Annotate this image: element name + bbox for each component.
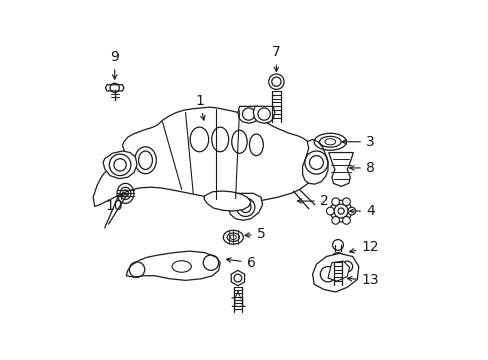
Text: 5: 5 — [244, 227, 265, 241]
Polygon shape — [231, 270, 244, 286]
Polygon shape — [203, 191, 250, 211]
Polygon shape — [312, 253, 358, 292]
Circle shape — [326, 207, 333, 215]
Polygon shape — [126, 251, 220, 280]
Text: 6: 6 — [226, 256, 255, 270]
Text: 4: 4 — [349, 204, 374, 218]
Polygon shape — [238, 106, 259, 123]
Polygon shape — [93, 107, 319, 206]
Text: 8: 8 — [349, 161, 374, 175]
Text: 9: 9 — [110, 50, 119, 79]
Polygon shape — [103, 151, 137, 179]
Polygon shape — [327, 261, 349, 281]
Text: 10: 10 — [106, 194, 123, 213]
Circle shape — [331, 217, 339, 224]
Text: 2: 2 — [297, 194, 328, 208]
Text: 7: 7 — [271, 45, 280, 72]
Text: 12: 12 — [349, 240, 378, 254]
Polygon shape — [253, 106, 274, 123]
Circle shape — [331, 198, 339, 206]
Text: 1: 1 — [195, 94, 204, 120]
Polygon shape — [105, 85, 123, 91]
Circle shape — [342, 198, 349, 206]
Circle shape — [347, 207, 355, 215]
Polygon shape — [228, 193, 262, 220]
Text: 11: 11 — [228, 291, 246, 310]
Polygon shape — [302, 139, 327, 184]
Text: 3: 3 — [341, 135, 374, 149]
Text: 13: 13 — [346, 273, 378, 287]
Polygon shape — [328, 153, 353, 186]
Circle shape — [342, 217, 349, 224]
